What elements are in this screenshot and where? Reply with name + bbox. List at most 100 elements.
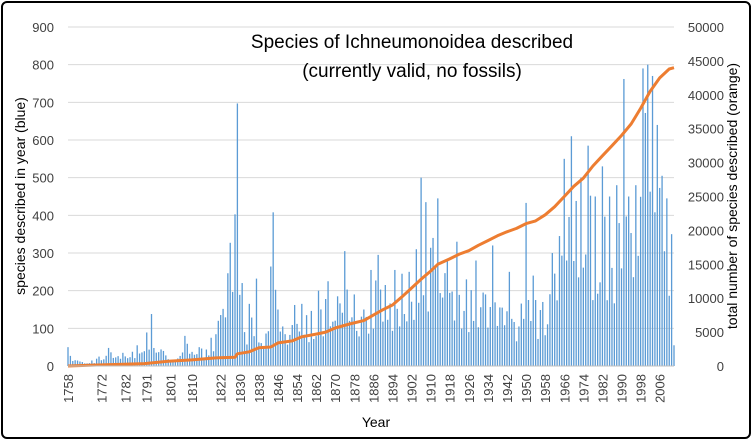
bar xyxy=(618,223,620,366)
bar xyxy=(563,158,565,366)
bar xyxy=(344,251,346,366)
bar xyxy=(520,303,522,366)
bar xyxy=(544,335,546,366)
bar xyxy=(616,185,618,366)
bar xyxy=(651,75,654,366)
bar xyxy=(236,103,239,367)
bar xyxy=(162,350,165,366)
bar xyxy=(475,260,477,366)
x-tick-label: 1918 xyxy=(443,374,458,403)
x-tick-label: 1862 xyxy=(309,374,324,403)
bar xyxy=(112,357,114,366)
bar xyxy=(360,316,363,366)
bar xyxy=(649,191,651,366)
bar xyxy=(647,64,649,367)
x-tick-label: 1966 xyxy=(557,374,572,403)
bar xyxy=(241,283,243,366)
bar xyxy=(470,290,472,366)
bar xyxy=(258,342,260,366)
y2-tick-label: 30000 xyxy=(688,156,724,171)
bar xyxy=(556,300,558,366)
bar xyxy=(398,326,401,366)
bar xyxy=(346,289,348,366)
bar xyxy=(301,303,303,366)
bar xyxy=(425,202,427,366)
bar xyxy=(432,237,434,366)
bar xyxy=(270,266,272,366)
bar xyxy=(458,294,460,366)
bar xyxy=(160,349,162,366)
bar xyxy=(382,321,384,366)
bar xyxy=(494,302,496,366)
bar xyxy=(594,196,596,366)
bar xyxy=(668,295,670,366)
bar xyxy=(155,352,157,366)
bar xyxy=(606,300,608,366)
bar xyxy=(659,187,661,366)
y2-tick-label: 20000 xyxy=(688,223,724,238)
bar xyxy=(169,361,172,366)
bar xyxy=(537,338,539,366)
bar xyxy=(501,307,503,366)
x-tick-label: 1886 xyxy=(366,374,381,403)
x-tick-label: 1974 xyxy=(576,374,591,403)
bar xyxy=(141,352,143,366)
bar xyxy=(138,353,141,366)
x-tick-label: 1791 xyxy=(140,374,155,403)
bar xyxy=(410,301,413,366)
bar xyxy=(134,358,136,366)
bar xyxy=(72,360,74,366)
bar xyxy=(229,242,231,366)
bar xyxy=(310,310,313,366)
x-tick-label: 1878 xyxy=(347,374,362,403)
bar xyxy=(117,356,119,366)
bar xyxy=(523,318,525,366)
bar xyxy=(305,315,308,366)
bar xyxy=(396,308,398,366)
x-tick-label: 1950 xyxy=(519,374,534,403)
bar xyxy=(358,336,360,366)
y2-tick-label: 40000 xyxy=(688,88,724,103)
y-tick-label: 700 xyxy=(32,95,54,110)
x-tick-label: 1958 xyxy=(538,374,553,403)
bar xyxy=(534,300,537,366)
bar xyxy=(444,273,446,366)
bar xyxy=(317,290,320,366)
x-tick-label: 1838 xyxy=(252,374,267,403)
bar xyxy=(418,302,420,366)
bar xyxy=(546,324,549,366)
bar xyxy=(131,351,134,366)
bar xyxy=(351,317,353,366)
bar xyxy=(282,326,284,366)
bar xyxy=(126,358,129,366)
bar xyxy=(551,253,553,366)
bar xyxy=(434,267,437,366)
bar xyxy=(348,320,351,366)
bar xyxy=(625,216,627,366)
bar xyxy=(322,336,324,366)
bar xyxy=(69,355,72,366)
bar xyxy=(150,314,153,366)
bar xyxy=(129,357,131,366)
bar xyxy=(158,352,160,366)
bar xyxy=(377,254,379,366)
bar xyxy=(620,268,623,366)
y2-tick-label: 35000 xyxy=(688,122,724,137)
bar xyxy=(503,325,506,366)
chart-subtitle: (currently valid, no fossils) xyxy=(302,61,522,82)
bar xyxy=(403,314,406,366)
bar xyxy=(327,281,329,366)
bar xyxy=(453,320,456,366)
bar xyxy=(439,293,441,366)
bar xyxy=(246,344,248,366)
bar xyxy=(119,358,122,366)
bar xyxy=(198,347,200,366)
bar xyxy=(673,345,675,366)
y2-tick-label: 45000 xyxy=(688,54,724,69)
bar xyxy=(286,344,289,366)
bar xyxy=(496,325,499,366)
y-tick-label: 500 xyxy=(32,171,54,186)
bar xyxy=(604,216,606,366)
bar xyxy=(315,336,317,366)
bar xyxy=(100,360,103,366)
